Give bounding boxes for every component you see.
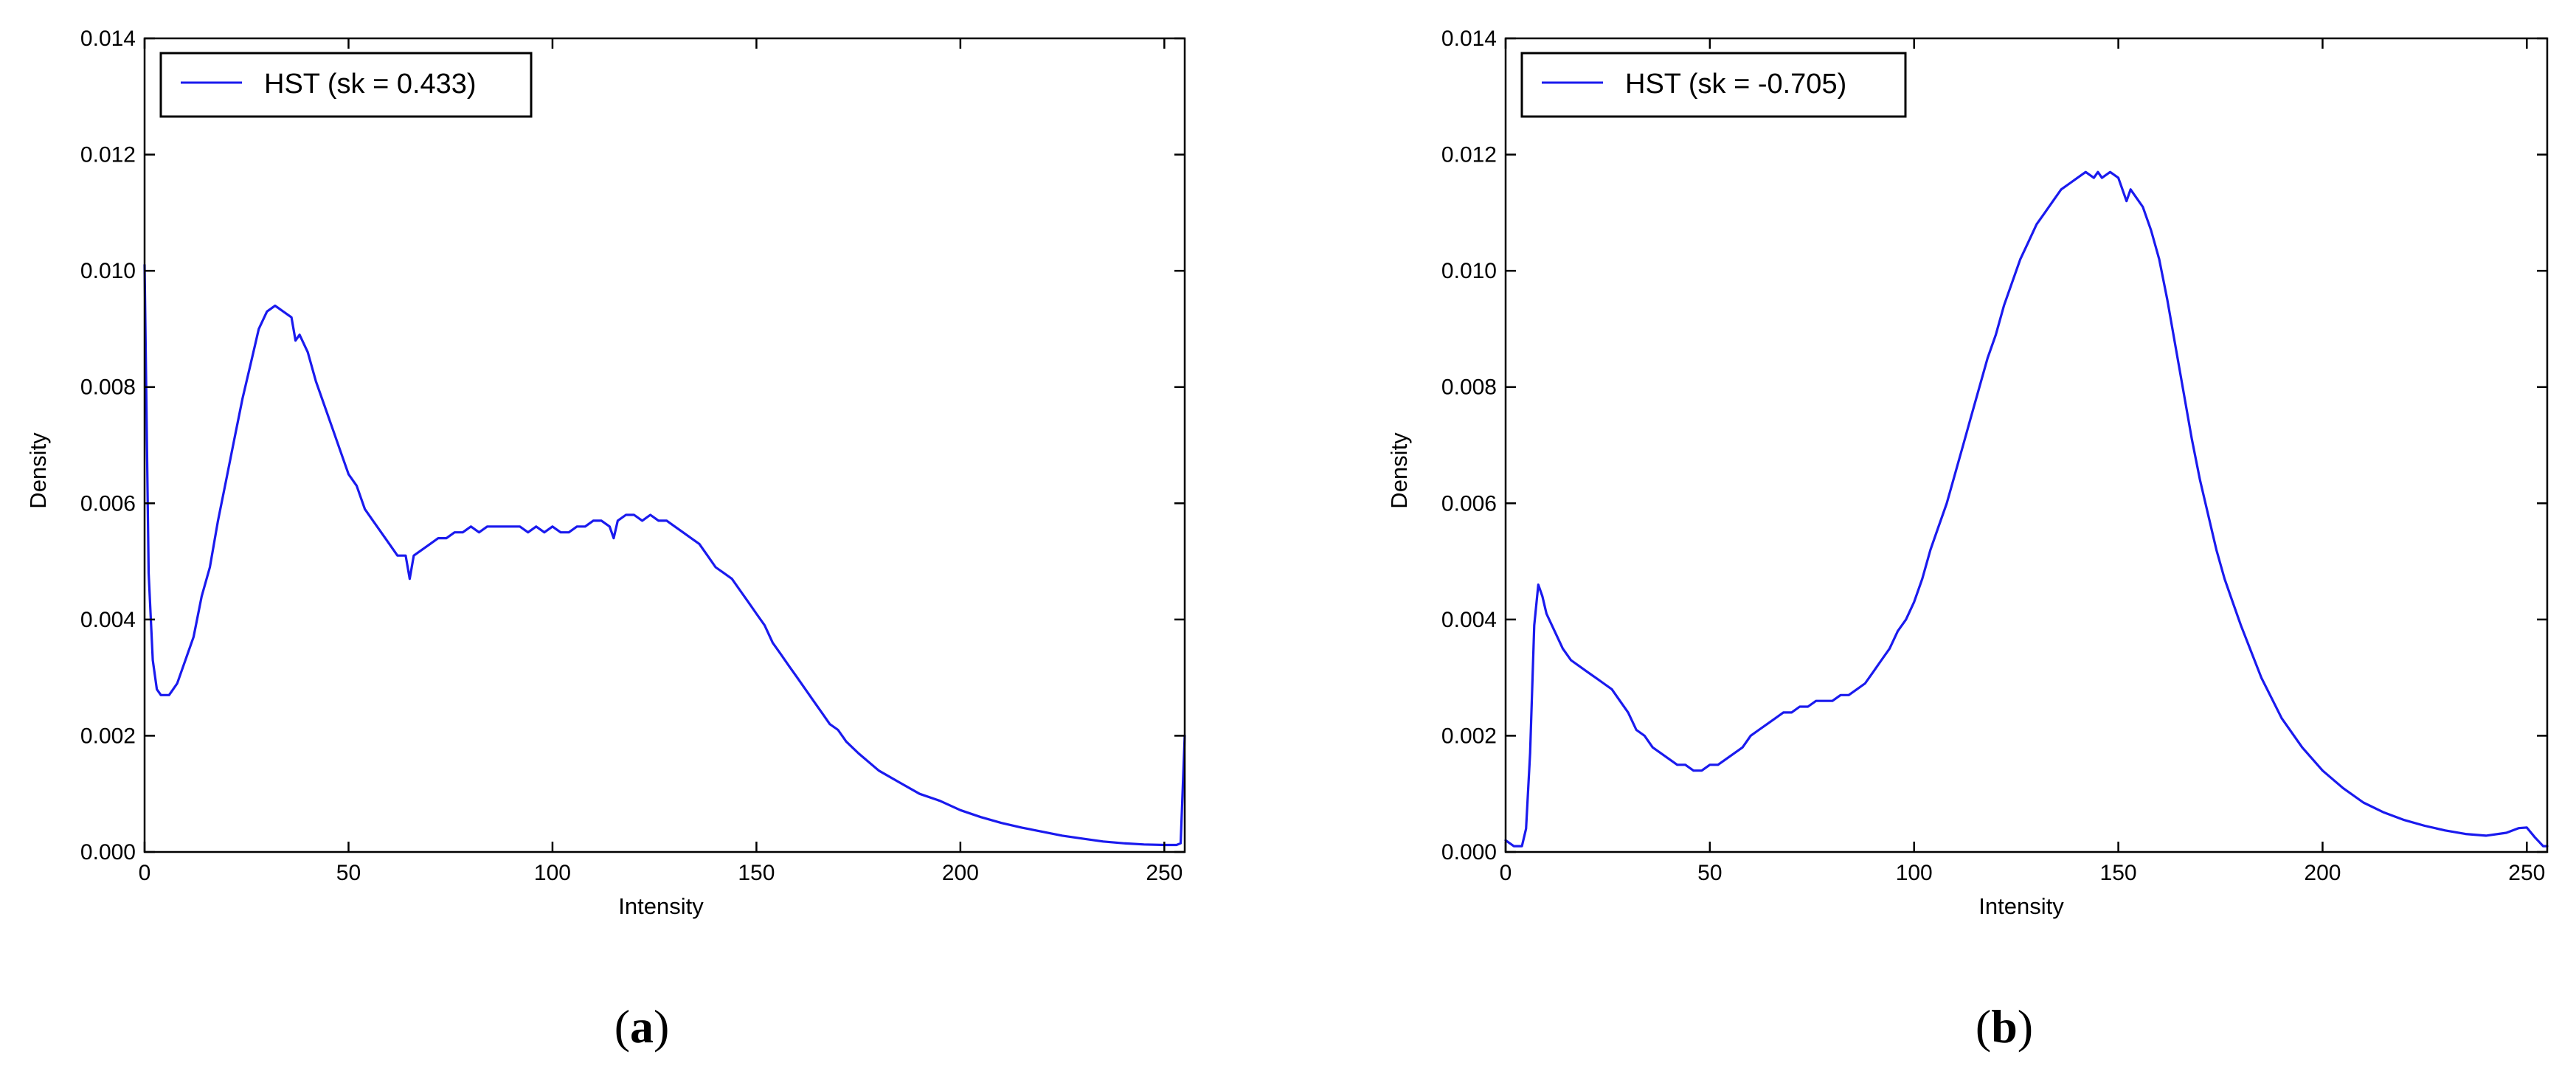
y-tick-label: 0.006 [1441,491,1497,516]
y-tick-label: 0.000 [80,840,136,865]
x-tick-label: 250 [1146,861,1183,885]
caption-b: (b) [1976,1000,2033,1053]
x-axis-label: Intensity [618,893,704,919]
series-line-0 [1504,170,2549,848]
y-tick-label: 0.010 [1441,259,1497,283]
x-tick-label: 200 [2304,861,2341,885]
x-tick-label: 150 [2100,861,2137,885]
y-tick-label: 0.004 [1441,608,1497,632]
series-line-0 [143,263,1186,847]
caption-paren-close: ) [2018,1000,2033,1053]
caption-paren-close: ) [654,1000,669,1053]
caption-a: (a) [614,1000,670,1053]
x-tick-label: 50 [336,861,361,885]
x-tick-label: 150 [738,861,775,885]
legend-box [1520,52,1907,118]
y-tick-label: 0.012 [1441,143,1497,167]
legend-label: HST (sk = 0.433) [264,69,477,100]
caption-paren-open: ( [1976,1000,1991,1053]
y-tick-label: 0.012 [80,143,136,167]
caption-letter: b [1991,1000,2018,1053]
caption-paren-open: ( [614,1000,630,1053]
legend-box [159,52,533,118]
chart-panel-a: 0 50 100 150 200 250 0.000 0.002 0.004 0.006 0.008… [25,27,1186,1053]
y-axis-label: Density [1386,432,1412,509]
axes-frame [143,37,1186,853]
x-tick-label: 250 [2508,861,2545,885]
x-tick-label: 0 [139,861,151,885]
y-tick-label: 0.004 [80,608,136,632]
y-tick-label: 0.006 [80,491,136,516]
plot-area: 0 50 100 150 200 250 0.000 0.002 0.004 0.006 0.008… [80,27,1186,885]
y-axis-label: Density [25,432,51,509]
plot-area: 0 50 100 150 200 250 0.000 0.002 0.004 0.006 0.008… [1441,27,2549,885]
legend: HST (sk = -0.705) [1520,52,1907,118]
x-tick-label: 0 [1500,861,1512,885]
y-tick-label: 0.002 [1441,724,1497,748]
chart-panel-b: 0 50 100 150 200 250 0.000 0.002 0.004 0.006 0.008… [1386,27,2549,1053]
y-tick-label: 0.008 [80,375,136,400]
x-tick-label: 50 [1697,861,1722,885]
y-tick-label: 0.010 [80,259,136,283]
y-tick-label: 0.002 [80,724,136,748]
x-axis-label: Intensity [1978,893,2064,919]
x-tick-label: 100 [534,861,571,885]
caption-letter: a [630,1000,654,1053]
y-tick-label: 0.014 [80,27,136,51]
x-tick-label: 200 [942,861,979,885]
axes-frame [1504,37,2549,853]
x-tick-label: 100 [1896,861,1933,885]
y-tick-label: 0.000 [1441,840,1497,865]
legend: HST (sk = 0.433) [159,52,533,118]
y-tick-label: 0.008 [1441,375,1497,400]
legend-label: HST (sk = -0.705) [1625,69,1846,100]
y-tick-label: 0.014 [1441,27,1497,51]
